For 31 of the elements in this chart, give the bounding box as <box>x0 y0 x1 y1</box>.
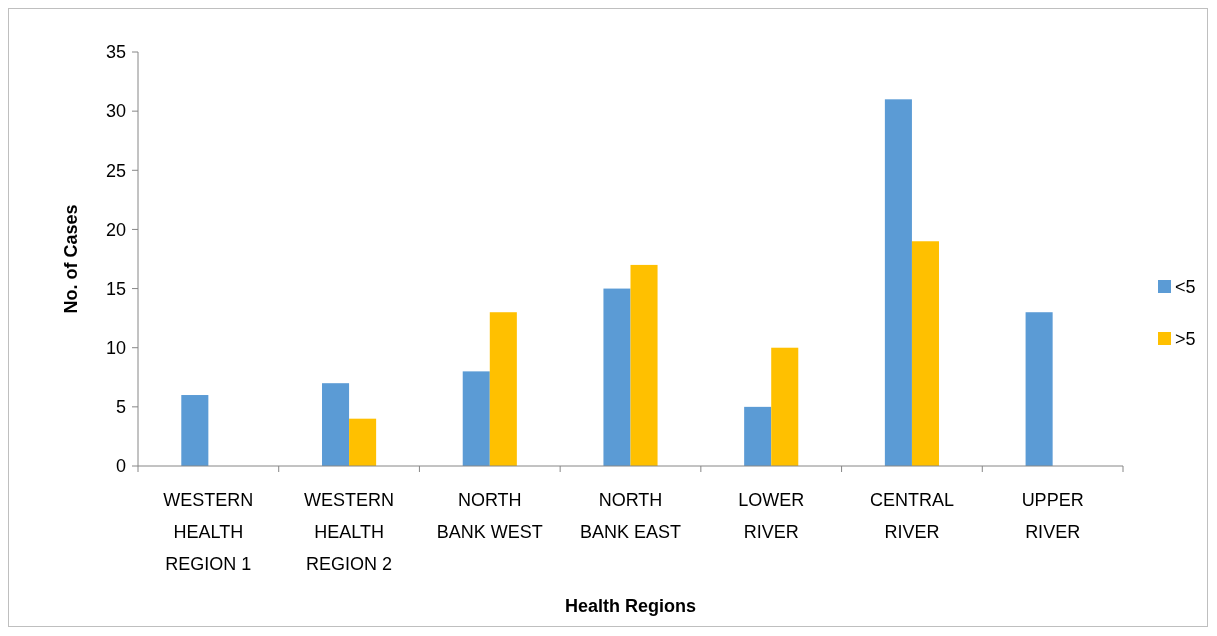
x-tick-label: NORTH BANK WEST <box>436 490 543 542</box>
bar <box>322 383 350 466</box>
y-tick-label: 10 <box>105 338 126 359</box>
x-tick-label: NORTH BANK EAST <box>579 490 682 542</box>
bar <box>911 241 939 466</box>
bar <box>603 288 631 466</box>
bar <box>771 347 799 466</box>
y-tick-label: 20 <box>105 219 126 240</box>
x-tick-label: CENTRAL RIVER <box>869 490 954 542</box>
y-tick-label: 35 <box>105 42 126 63</box>
y-tick-label: 15 <box>105 278 126 299</box>
x-tick-label: WESTERN HEALTH REGION 1 <box>163 490 254 574</box>
x-tick-label: LOWER RIVER <box>738 490 805 542</box>
bar <box>462 371 490 466</box>
bar <box>181 395 209 466</box>
legend-label: <5 <box>1175 277 1196 298</box>
x-tick-label: WESTERN HEALTH REGION 2 <box>304 490 395 574</box>
bar <box>630 264 658 466</box>
bar <box>1025 312 1053 466</box>
bar <box>489 312 517 466</box>
y-tick-label: 30 <box>105 101 126 122</box>
bar <box>744 406 772 466</box>
y-tick-label: 5 <box>115 397 126 418</box>
bar <box>349 418 377 466</box>
bar <box>884 99 912 466</box>
y-tick-label: 0 <box>115 456 126 477</box>
x-axis-title: Health Regions <box>564 596 697 616</box>
x-tick-label: UPPER RIVER <box>1021 490 1084 542</box>
legend-label: >5 <box>1175 329 1196 350</box>
y-axis-title: No. of Cases <box>61 204 81 314</box>
y-tick-label: 25 <box>105 160 126 181</box>
